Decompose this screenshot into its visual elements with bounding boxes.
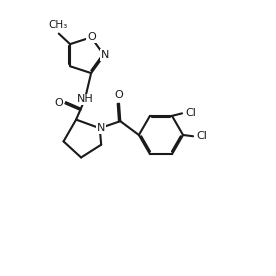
Text: O: O xyxy=(115,90,123,100)
Text: Cl: Cl xyxy=(196,131,207,141)
Text: O: O xyxy=(87,32,96,42)
Text: CH₃: CH₃ xyxy=(48,20,67,30)
Text: Cl: Cl xyxy=(185,108,196,118)
Text: NH: NH xyxy=(76,94,93,104)
Text: N: N xyxy=(97,123,105,133)
Text: N: N xyxy=(101,50,110,60)
Text: O: O xyxy=(54,99,63,108)
